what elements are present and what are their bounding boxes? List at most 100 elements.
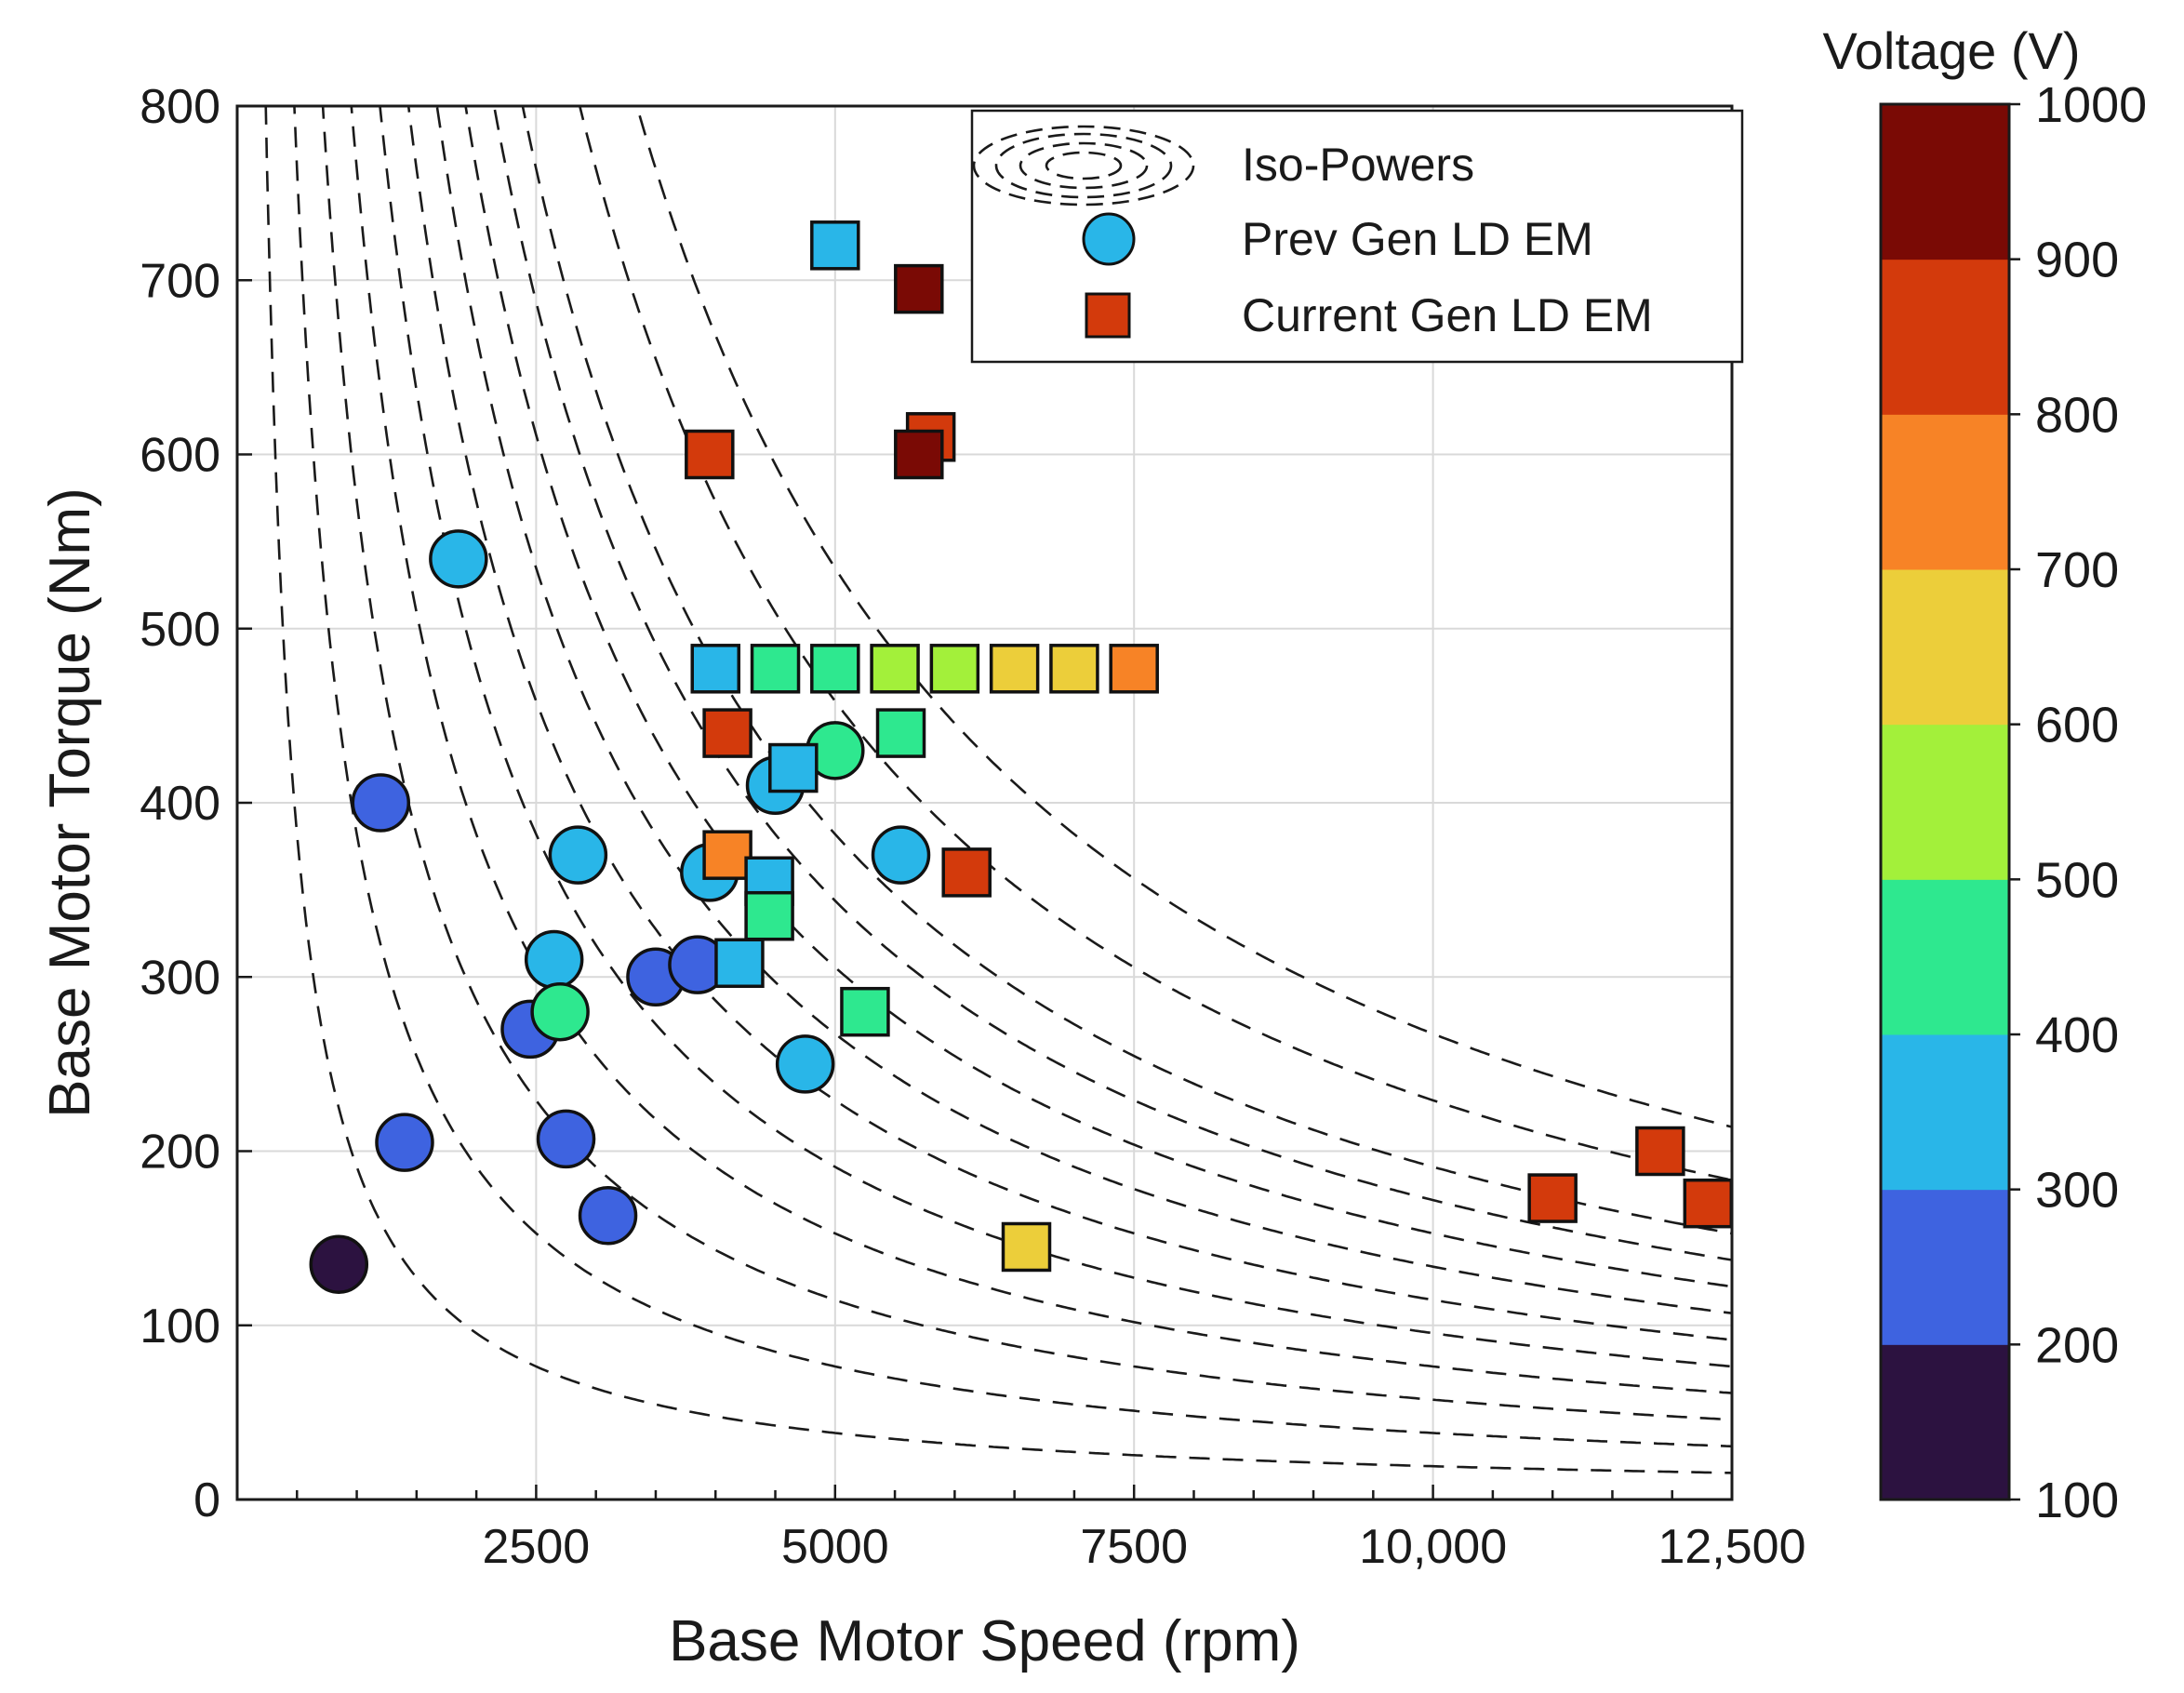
- colorbar-band: [1881, 259, 2009, 415]
- current-gen-point: [1001, 1221, 1052, 1273]
- iso-power-curve: [464, 106, 1732, 1288]
- current-gen-point: [768, 742, 819, 793]
- colorbar-tick-label: 800: [2035, 387, 2119, 443]
- colorbar-tick-label: 500: [2035, 852, 2119, 908]
- colorbar-band: [1881, 569, 2009, 726]
- x-tick-label: 5000: [781, 1520, 889, 1574]
- y-tick-label: 300: [140, 951, 220, 1005]
- y-tick-label: 200: [140, 1126, 220, 1180]
- x-axis-title: Base Motor Speed (rpm): [669, 1609, 1300, 1673]
- current-gen-point: [989, 644, 1040, 694]
- current-gen-point: [1049, 644, 1099, 694]
- colorbar-band: [1881, 1189, 2009, 1345]
- colorbar-tick-label: 300: [2035, 1163, 2119, 1219]
- iso-power-curve: [293, 106, 1732, 1448]
- data-points: [309, 220, 1734, 1294]
- iso-power-curve: [521, 106, 1732, 1235]
- colorbar-tick-label: 600: [2035, 698, 2119, 753]
- iso-power-curve: [578, 106, 1732, 1181]
- iso-power-curve: [321, 106, 1732, 1421]
- current-gen-point: [1527, 1173, 1578, 1223]
- x-tick-label: 12,500: [1658, 1520, 1805, 1574]
- y-tick-label: 0: [193, 1473, 220, 1527]
- current-gen-point: [744, 890, 794, 941]
- colorbar-band: [1881, 104, 2009, 260]
- current-gen-point: [702, 830, 752, 880]
- legend-circle-marker: [1082, 212, 1136, 266]
- iso-icon-ring: [994, 132, 1173, 199]
- colorbar-tick-label: 1000: [2035, 77, 2147, 133]
- current-gen-point: [690, 644, 740, 694]
- iso-power-curve: [492, 106, 1732, 1261]
- iso-power-curve: [635, 106, 1732, 1128]
- colorbar-band: [1881, 724, 2009, 880]
- prev-gen-point: [775, 1034, 835, 1094]
- iso-power-curve: [435, 106, 1732, 1314]
- prev-gen-point: [351, 773, 411, 833]
- iso-power-curve: [379, 106, 1732, 1368]
- colorbar-frame: [1879, 102, 2011, 1501]
- legend: Iso-Powers Prev Gen LD EM Current Gen LD…: [970, 109, 1744, 364]
- current-gen-point: [870, 644, 920, 694]
- colorbar-ticks: 100 200 300 400 500 600 700 800 900 1000: [2009, 77, 2147, 1528]
- y-axis-title: Base Motor Torque (Nm): [38, 487, 102, 1118]
- y-tick-label: 100: [140, 1300, 220, 1353]
- colorbar: Voltage (V) 1002003004005006007008009001…: [1822, 21, 2147, 1528]
- iso-icon-ring: [972, 125, 1195, 207]
- prev-gen-point: [536, 1109, 596, 1169]
- iso-icon-ring: [1045, 151, 1123, 180]
- colorbar-tick-label: 400: [2035, 1007, 2119, 1063]
- colorbar-band: [1881, 1034, 2009, 1191]
- colorbar-band: [1881, 1344, 2009, 1500]
- y-tick-label: 600: [140, 429, 220, 483]
- y-tick-label: 500: [140, 603, 220, 657]
- colorbar-tick-label: 200: [2035, 1317, 2119, 1373]
- colorbar-bands: [1881, 104, 2009, 1500]
- prev-gen-point: [309, 1234, 369, 1294]
- legend-label-current-gen: Current Gen LD EM: [1242, 289, 1653, 341]
- colorbar-title: Voltage (V): [1822, 21, 2080, 80]
- x-tick-label: 2500: [483, 1520, 591, 1574]
- prev-gen-point: [530, 981, 590, 1042]
- x-tick-label: 7500: [1080, 1520, 1188, 1574]
- current-gen-point: [929, 644, 980, 694]
- current-gen-point: [1635, 1126, 1685, 1177]
- y-tick-label: 800: [140, 80, 220, 134]
- iso-powers-legend-icon: [972, 125, 1195, 207]
- prev-gen-point: [375, 1113, 434, 1172]
- current-gen-point: [810, 220, 860, 271]
- iso-icon-ring: [1019, 141, 1149, 190]
- current-gen-point: [1109, 644, 1159, 694]
- current-gen-point: [875, 708, 926, 758]
- colorbar-tick-label: 900: [2035, 233, 2119, 288]
- colorbar-band: [1881, 879, 2009, 1035]
- current-gen-point: [810, 644, 860, 694]
- current-gen-point: [714, 938, 765, 989]
- current-gen-point: [840, 986, 890, 1037]
- prev-gen-point: [578, 1186, 638, 1246]
- legend-square-marker: [1085, 292, 1131, 339]
- prev-gen-point: [871, 825, 931, 885]
- current-gen-point: [894, 429, 944, 480]
- x-tick-label: 10,000: [1359, 1520, 1507, 1574]
- y-tick-label: 400: [140, 777, 220, 831]
- current-gen-point: [750, 644, 801, 694]
- colorbar-tick-label: 100: [2035, 1473, 2119, 1528]
- current-gen-point: [1683, 1178, 1734, 1229]
- current-gen-point: [685, 429, 735, 480]
- iso-power-curves: [264, 106, 1732, 1474]
- axis-titles: Base Motor Speed (rpm) Base Motor Torque…: [38, 487, 1300, 1673]
- current-gen-point: [702, 708, 752, 758]
- colorbar-band: [1881, 414, 2009, 570]
- legend-label-prev-gen: Prev Gen LD EM: [1242, 213, 1593, 265]
- legend-label-iso-powers: Iso-Powers: [1242, 139, 1474, 191]
- current-gen-point: [941, 847, 992, 898]
- axis-ticks: 2500 5000 7500 10,000 12,500 0 100 200 300 400 500…: [140, 80, 1805, 1574]
- iso-power-curve: [264, 106, 1732, 1474]
- current-gen-point: [894, 263, 944, 314]
- prev-gen-point: [429, 529, 488, 589]
- colorbar-tick-label: 700: [2035, 542, 2119, 598]
- prev-gen-point: [524, 929, 584, 990]
- y-tick-label: 700: [140, 254, 220, 308]
